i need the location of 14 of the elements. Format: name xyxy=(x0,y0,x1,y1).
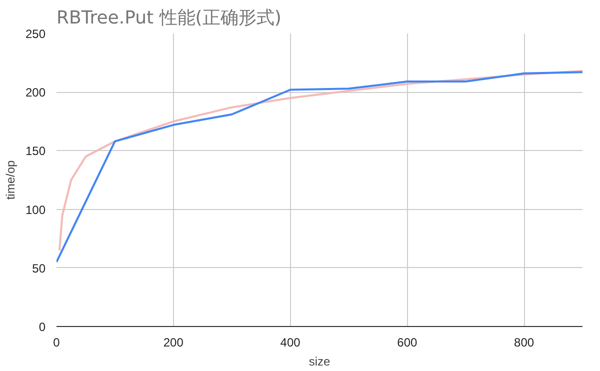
x-tick-label: 200 xyxy=(163,336,184,350)
y-tick-label: 0 xyxy=(38,320,46,334)
x-tick-label: 0 xyxy=(53,336,60,350)
y-tick-label: 50 xyxy=(32,261,46,276)
y-axis-title: time/op xyxy=(3,160,18,200)
x-tick-label: 400 xyxy=(280,336,301,350)
y-tick-label: 250 xyxy=(25,27,46,41)
x-tick-label: 600 xyxy=(397,336,418,350)
y-tick-label: 150 xyxy=(25,144,46,158)
chart-title: RBTree.Put 性能(正确形式) xyxy=(56,8,282,28)
x-axis-title: size xyxy=(308,354,330,368)
y-tick-label: 100 xyxy=(25,202,46,217)
y-tick-label: 200 xyxy=(25,86,46,100)
x-tick-label: 800 xyxy=(514,336,534,350)
